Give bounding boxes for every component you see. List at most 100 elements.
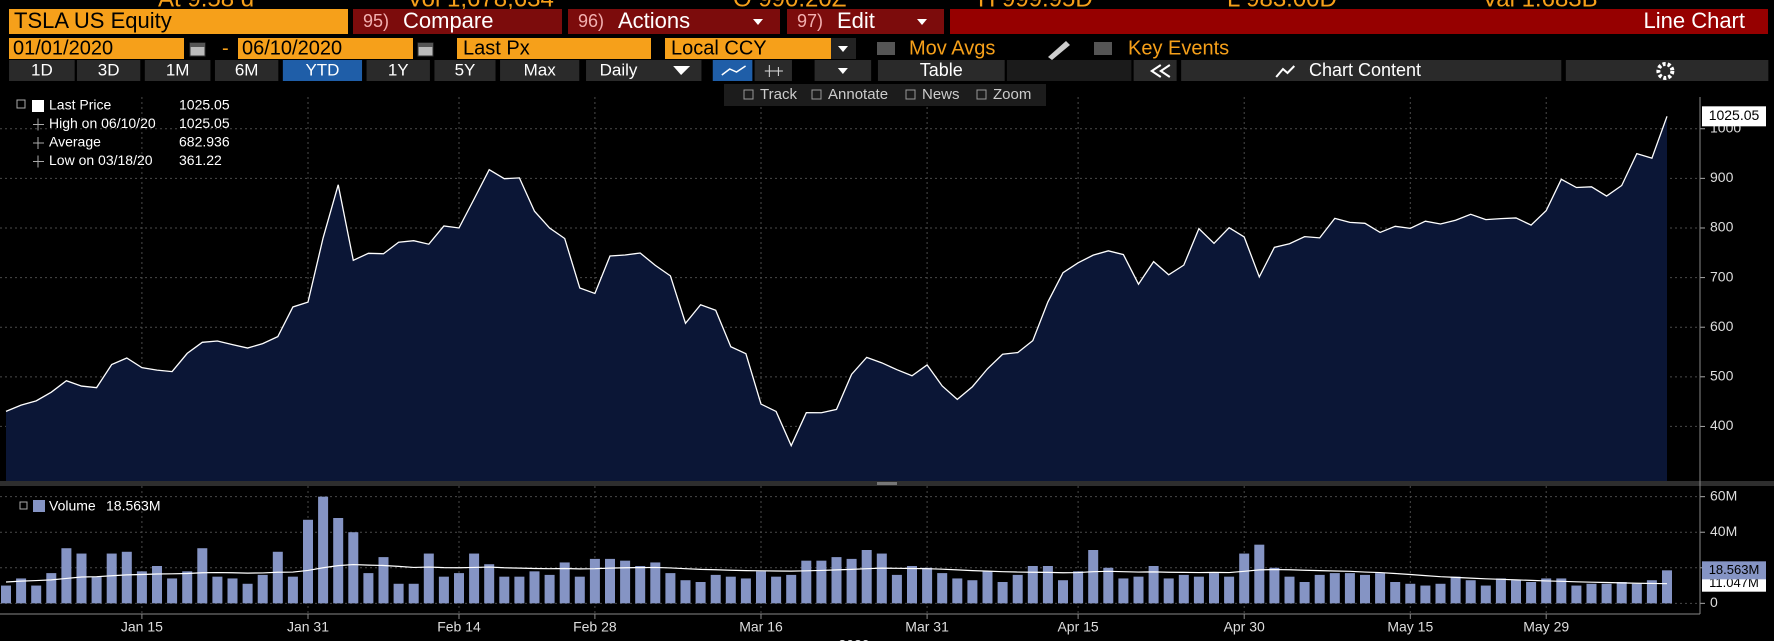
- tool-icon[interactable]: [976, 89, 987, 100]
- tool-icon[interactable]: [743, 89, 754, 100]
- range-button[interactable]: [282, 60, 363, 81]
- volume-bar: [1284, 576, 1295, 604]
- dropdown-arrow: [917, 19, 927, 25]
- tool-label[interactable]: News: [922, 86, 960, 103]
- end-date-box[interactable]: [238, 38, 413, 59]
- menu-label: Edit: [837, 8, 875, 33]
- volume-bar: [31, 585, 42, 604]
- volume-bar: [771, 576, 782, 604]
- volume-bar: [1073, 571, 1084, 604]
- volume-bar: [182, 571, 193, 604]
- range-button[interactable]: [144, 60, 211, 81]
- volume-bar: [1526, 582, 1537, 604]
- legend-collapse[interactable]: [16, 99, 26, 109]
- start-date-box[interactable]: [9, 38, 184, 59]
- volume-bar: [1103, 567, 1114, 604]
- menu-button[interactable]: [787, 9, 944, 34]
- volume-bar: [786, 574, 797, 604]
- volume-bar: [801, 560, 812, 604]
- collapse-icon: [1149, 64, 1171, 78]
- volume-bar: [589, 558, 600, 604]
- volume-bar: [574, 576, 585, 604]
- legend-glyph: [33, 155, 44, 168]
- currency-box[interactable]: [665, 38, 831, 59]
- x-tick-label: Jan 15: [121, 619, 163, 635]
- volume-bar: [1375, 573, 1386, 604]
- volume-bar: [333, 518, 344, 604]
- legend-collapse[interactable]: [19, 501, 28, 510]
- legend-value: 361.22: [179, 152, 222, 168]
- volume-bar: [544, 574, 555, 604]
- settings-button[interactable]: [1565, 60, 1769, 81]
- volume-bar: [167, 578, 178, 604]
- volume-bar: [1646, 580, 1657, 604]
- menu-button[interactable]: [568, 9, 780, 34]
- volume-bar: [529, 571, 540, 604]
- volume-bar: [1662, 570, 1672, 604]
- security-name: TSLA US Equity: [14, 8, 172, 33]
- y-tick-label: 400: [1710, 417, 1734, 433]
- tool-label[interactable]: Track: [760, 86, 797, 103]
- volume-bar: [136, 571, 147, 604]
- volume-bar: [1495, 578, 1506, 604]
- tool-icon[interactable]: [811, 89, 822, 100]
- volume-bar: [876, 553, 887, 604]
- line-icon: [721, 65, 746, 76]
- volume-bar: [1178, 574, 1189, 604]
- menu-label: Actions: [618, 8, 690, 33]
- volume-bar: [76, 553, 87, 604]
- volume-bar: [1148, 566, 1159, 604]
- volume-bar: [121, 551, 132, 604]
- collapse-button[interactable]: [1133, 60, 1177, 81]
- volume-bar: [484, 564, 495, 604]
- tool-label[interactable]: Annotate: [828, 86, 888, 103]
- range-label: 5Y: [455, 60, 476, 79]
- volume-bar: [816, 560, 827, 604]
- mov-avgs-checkbox[interactable]: [877, 42, 895, 55]
- menu-number: 95): [363, 11, 389, 31]
- y-tick-label: 900: [1710, 169, 1734, 185]
- volume-bar: [1027, 566, 1038, 604]
- range-button[interactable]: [76, 60, 141, 81]
- key-events-checkbox[interactable]: [1094, 42, 1112, 55]
- volume-bar: [227, 578, 238, 604]
- range-button[interactable]: [500, 60, 580, 81]
- legend-swatch: [32, 100, 44, 112]
- range-label: 1D: [31, 60, 53, 79]
- volume-bar: [1224, 576, 1235, 604]
- volume-bar: [695, 582, 706, 604]
- legend-label: Last Price: [49, 97, 111, 113]
- volume-bar: [1465, 580, 1476, 604]
- legend-value: 1025.05: [179, 97, 230, 113]
- field-box[interactable]: [457, 38, 651, 59]
- volume-bar: [650, 562, 661, 604]
- volume-bar: [846, 558, 857, 604]
- tool-label[interactable]: Zoom: [993, 86, 1031, 103]
- legend-value: 682.936: [179, 134, 230, 150]
- dropdown-arrow: [837, 68, 848, 74]
- tool-icon[interactable]: [905, 89, 916, 100]
- volume-bar: [1435, 583, 1446, 604]
- range-label: YTD: [305, 60, 339, 79]
- pencil-icon[interactable]: [1048, 41, 1070, 60]
- range-button[interactable]: [366, 60, 430, 81]
- menu-button[interactable]: [353, 9, 562, 34]
- volume-bar: [61, 548, 72, 604]
- table-button[interactable]: [877, 60, 1005, 81]
- volume-bar: [1042, 566, 1053, 604]
- volume-bar: [1269, 567, 1280, 604]
- date-separator: -: [222, 37, 229, 59]
- legend-value: 1025.05: [179, 115, 230, 131]
- volume-bar: [393, 583, 404, 604]
- key-events: Key Events: [1128, 37, 1229, 59]
- period-button[interactable]: [586, 60, 702, 81]
- range-button[interactable]: [214, 60, 279, 81]
- volume-bar: [1511, 580, 1521, 604]
- security-box[interactable]: [9, 9, 348, 34]
- range-button[interactable]: [434, 60, 496, 81]
- range-button[interactable]: [9, 60, 75, 81]
- mov-avgs: Mov Avgs: [909, 37, 995, 59]
- gear-icon: [1656, 62, 1675, 80]
- blank-field[interactable]: [1006, 60, 1132, 81]
- volume-bar: [1058, 580, 1068, 604]
